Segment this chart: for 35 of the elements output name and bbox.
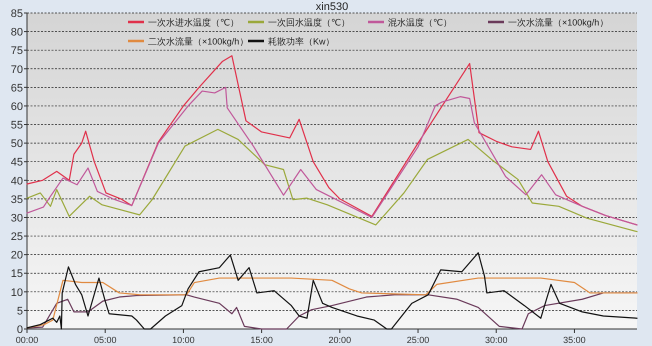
y-tick-label: 35 <box>10 194 23 206</box>
x-tick-label: 10:00 <box>172 335 195 345</box>
y-tick-label: 55 <box>10 120 23 132</box>
chart-title: xin530 <box>316 1 348 13</box>
y-tick-label: 20 <box>10 250 23 262</box>
line-series <box>26 86 638 226</box>
x-tick-label: 00:00 <box>16 335 38 345</box>
y-tick-label: 10 <box>10 286 23 299</box>
y-tick-label: 30 <box>10 212 23 224</box>
y-tick-label: 45 <box>10 156 23 169</box>
y-tick-label: 60 <box>10 100 23 113</box>
y-tick-label: 15 <box>10 268 23 280</box>
legend-label: 耗散功率（Kw） <box>268 36 335 46</box>
y-tick-label: 80 <box>10 26 23 39</box>
y-tick-label: 5 <box>16 305 23 318</box>
x-tick-label: 35:00 <box>563 335 586 345</box>
x-tick-label: 05:00 <box>94 335 116 345</box>
y-tick-label: 65 <box>10 82 23 94</box>
y-tick-label: 75 <box>10 45 23 58</box>
y-tick-label: 85 <box>10 8 23 20</box>
x-tick-label: 30:00 <box>484 335 508 345</box>
legend-label: 一次回水温度（℃） <box>268 18 350 28</box>
x-tick-label: 25:00 <box>406 335 430 345</box>
legend-label: 二次水流量（×100kg/h） <box>148 36 248 46</box>
legend-label: 一次水进水温度（℃） <box>148 18 240 28</box>
y-tick-label: 50 <box>10 138 23 150</box>
x-tick-label: 20:00 <box>328 335 352 345</box>
line-series <box>26 128 638 232</box>
y-tick-label: 40 <box>10 175 23 188</box>
y-tick-label: 25 <box>10 231 23 244</box>
y-tick-label: 70 <box>10 64 23 76</box>
x-tick-label: 15:00 <box>250 335 273 345</box>
legend-label: 混水温度（℃） <box>388 18 452 28</box>
y-tick-label: 0 <box>16 324 23 336</box>
legend-label: 一次水流量（×100kg/h） <box>508 18 608 28</box>
